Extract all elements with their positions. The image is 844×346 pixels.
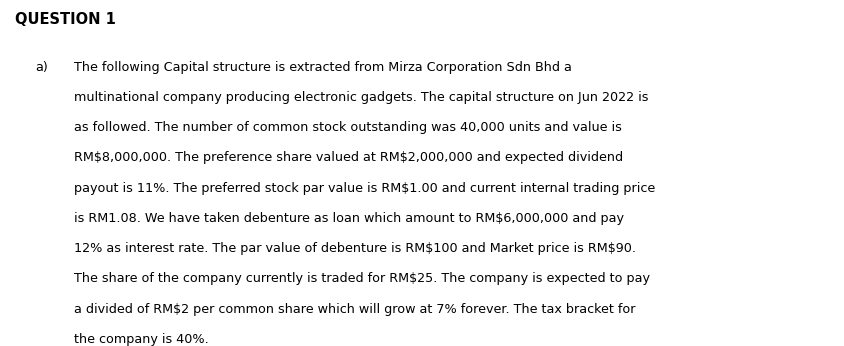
Text: a divided of RM$2 per common share which will grow at 7% forever. The tax bracke: a divided of RM$2 per common share which… bbox=[74, 303, 636, 316]
Text: The share of the company currently is traded for RM$25. The company is expected : The share of the company currently is tr… bbox=[74, 273, 650, 285]
Text: is RM1.08. We have taken debenture as loan which amount to RM$6,000,000 and pay: is RM1.08. We have taken debenture as lo… bbox=[74, 212, 625, 225]
Text: the company is 40%.: the company is 40%. bbox=[74, 333, 209, 346]
Text: payout is 11%. The preferred stock par value is RM$1.00 and current internal tra: payout is 11%. The preferred stock par v… bbox=[74, 182, 656, 195]
Text: QUESTION 1: QUESTION 1 bbox=[15, 12, 116, 27]
Text: 12% as interest rate. The par value of debenture is RM$100 and Market price is R: 12% as interest rate. The par value of d… bbox=[74, 242, 636, 255]
Text: a): a) bbox=[35, 61, 48, 74]
Text: RM$8,000,000. The preference share valued at RM$2,000,000 and expected dividend: RM$8,000,000. The preference share value… bbox=[74, 152, 624, 164]
Text: The following Capital structure is extracted from Mirza Corporation Sdn Bhd a: The following Capital structure is extra… bbox=[74, 61, 572, 74]
Text: multinational company producing electronic gadgets. The capital structure on Jun: multinational company producing electron… bbox=[74, 91, 649, 104]
Text: as followed. The number of common stock outstanding was 40,000 units and value i: as followed. The number of common stock … bbox=[74, 121, 622, 134]
